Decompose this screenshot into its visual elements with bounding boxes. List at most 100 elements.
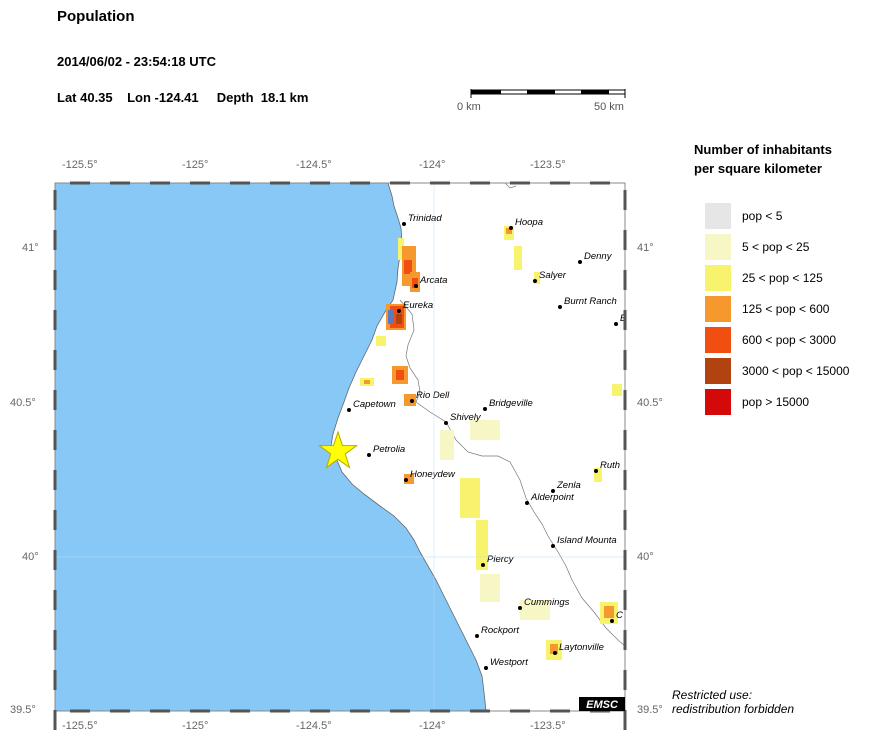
legend: pop < 5 5 < pop < 25 25 < pop < 125 125 …: [705, 203, 874, 420]
city-dot-icon: [367, 453, 371, 457]
legend-label: pop < 5: [742, 209, 783, 223]
legend-swatch: [705, 296, 731, 322]
city-dot-icon: [610, 619, 614, 623]
lat-tick-right: 40.5°: [637, 397, 663, 409]
legend-swatch: [705, 389, 731, 415]
emsc-logo-text: EMSC: [586, 699, 619, 711]
city-dot-icon: [347, 408, 351, 412]
lat-tick-left: 40°: [22, 551, 39, 563]
city-dot-icon: [509, 226, 513, 230]
city-dot-icon: [578, 260, 582, 264]
lat-tick-right: 40°: [637, 551, 654, 563]
city-label: Rio Dell: [416, 390, 450, 401]
legend-item: pop < 5: [705, 203, 874, 234]
city-label: Salyer: [539, 270, 567, 281]
legend-label: 125 < pop < 600: [742, 302, 830, 316]
lon-tick-bottom: -124°: [419, 720, 446, 732]
legend-label: 5 < pop < 25: [742, 240, 810, 254]
event-coordinates: Lat 40.35 Lon -124.41 Depth 18.1 km: [57, 90, 308, 105]
city-dot-icon: [444, 421, 448, 425]
city-label: B: [620, 313, 627, 324]
legend-swatch: [705, 327, 731, 353]
city-dot-icon: [397, 309, 401, 313]
scale-bar: [470, 89, 626, 98]
legend-item: 600 < pop < 3000: [705, 327, 874, 358]
lon-tick-top: -125°: [182, 159, 209, 171]
city-dot-icon: [614, 322, 618, 326]
city-label: Alderpoint: [530, 492, 574, 503]
city-label: Honeydew: [410, 469, 456, 480]
emsc-logo: [579, 697, 625, 711]
city-label: Eureka: [403, 300, 433, 311]
city-dot-icon: [404, 478, 408, 482]
city-dot-icon: [551, 544, 555, 548]
population-density-layer: [360, 226, 622, 660]
city-label: Bridgeville: [489, 398, 533, 409]
page-title: Population: [57, 8, 135, 25]
lon-tick-top: -123.5°: [530, 159, 566, 171]
city-label: Island Mounta: [557, 535, 617, 546]
boundary-line: [504, 183, 517, 189]
legend-label: 3000 < pop < 15000: [742, 364, 850, 378]
lon-tick-bottom: -125.5°: [62, 720, 98, 732]
city-dot-icon: [518, 606, 522, 610]
city-dot-icon: [551, 489, 555, 493]
city-label: C: [616, 610, 623, 621]
lon-tick-bottom: -124.5°: [296, 720, 332, 732]
city-label: Shively: [450, 412, 482, 423]
lat-tick-right: 41°: [637, 242, 654, 254]
lat-tick-left: 39.5°: [10, 704, 36, 716]
city-dot-icon: [481, 563, 485, 567]
lon-tick-top: -125.5°: [62, 159, 98, 171]
city-label: Westport: [490, 657, 528, 668]
legend-title-line2: per square kilometer: [694, 161, 822, 176]
city-label: Hoopa: [515, 217, 543, 228]
depth-label: Depth 18.1 km: [216, 90, 309, 105]
lon-label: Lon -124.41: [127, 90, 199, 105]
legend-item: 125 < pop < 600: [705, 296, 874, 327]
city-dot-icon: [402, 222, 406, 226]
city-label: Burnt Ranch: [564, 296, 617, 307]
city-label: Petrolia: [373, 444, 405, 455]
scale-start-label: 0 km: [457, 101, 481, 113]
lat-tick-right: 39.5°: [637, 704, 663, 716]
city-dot-icon: [594, 469, 598, 473]
legend-title-line1: Number of inhabitants: [694, 142, 832, 157]
legend-label: pop > 15000: [742, 395, 810, 409]
city-label: Cummings: [524, 597, 570, 608]
event-datetime: 2014/06/02 - 23:54:18 UTC: [57, 54, 216, 69]
legend-label: 25 < pop < 125: [742, 271, 823, 285]
lon-tick-top: -124°: [419, 159, 446, 171]
city-label: Rockport: [481, 625, 519, 636]
city-label: Piercy: [487, 554, 515, 565]
frame-ticks: [53, 181, 627, 730]
city-label: Ruth: [600, 460, 620, 471]
lat-tick-left: 40.5°: [10, 397, 36, 409]
scale-end-label: 50 km: [594, 101, 624, 113]
population-map[interactable]: Trinidad Hoopa Denny Arcata Salyer Eureka Burn…: [0, 150, 660, 743]
city-dot-icon: [475, 634, 479, 638]
city-label: Zenla: [556, 480, 581, 491]
city-label: Capetown: [353, 399, 396, 410]
restricted-notice: Restricted use: redistribution forbidden: [672, 688, 842, 716]
lon-tick-top: -124.5°: [296, 159, 332, 171]
legend-swatch: [705, 234, 731, 260]
city-label: Laytonville: [559, 642, 604, 653]
city-dot-icon: [558, 305, 562, 309]
city-label: Trinidad: [408, 213, 442, 224]
boundary-line: [399, 299, 625, 647]
legend-swatch: [705, 358, 731, 384]
city-dot-icon: [483, 407, 487, 411]
city-dot-icon: [410, 399, 414, 403]
lon-tick-bottom: -125°: [182, 720, 209, 732]
lon-tick-bottom: -123.5°: [530, 720, 566, 732]
city-label: Denny: [584, 251, 613, 262]
legend-item: 25 < pop < 125: [705, 265, 874, 296]
city-dot-icon: [525, 501, 529, 505]
restricted-line1: Restricted use:: [672, 688, 753, 702]
lat-label: Lat 40.35: [57, 90, 113, 105]
legend-label: 600 < pop < 3000: [742, 333, 837, 347]
epicenter-star-icon[interactable]: [317, 430, 359, 469]
legend-title: Number of inhabitants per square kilomet…: [694, 140, 864, 178]
legend-item: pop > 15000: [705, 389, 874, 420]
